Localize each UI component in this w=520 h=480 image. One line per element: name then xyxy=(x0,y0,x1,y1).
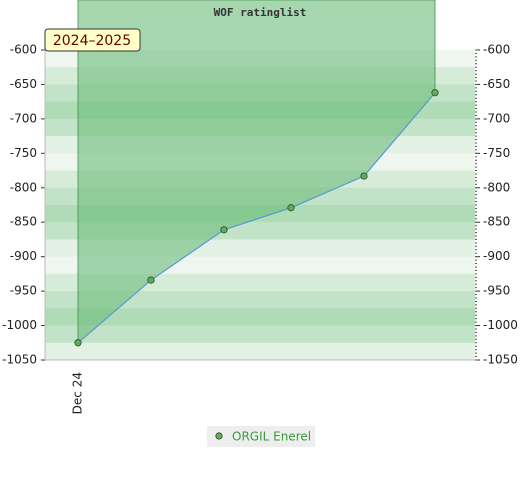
y2-tick-label: -750 xyxy=(483,146,510,160)
y2-tick-label: -1050 xyxy=(483,353,518,367)
y-tick-label: -700 xyxy=(10,111,37,125)
y2-tick-label: -650 xyxy=(483,77,510,91)
point xyxy=(220,226,228,234)
point xyxy=(287,204,295,212)
point xyxy=(147,276,155,284)
legend-label: ORGIL Enerel xyxy=(232,430,311,444)
y-tick-label: -800 xyxy=(10,180,37,194)
y-tick-label: -600 xyxy=(10,43,37,57)
badge-box xyxy=(44,28,141,52)
y-tick-label: -650 xyxy=(10,77,37,91)
y-tick-label: -750 xyxy=(10,146,37,160)
y-tick-label: -950 xyxy=(10,284,37,298)
legend-box xyxy=(207,426,315,447)
chart-title: WOF ratinglist xyxy=(214,6,307,19)
y2-tick-label: -1000 xyxy=(483,318,518,332)
stripe xyxy=(45,291,475,309)
y-tick-label: -1000 xyxy=(2,318,37,332)
y2-tick-label: -800 xyxy=(483,180,510,194)
stripe xyxy=(45,308,475,327)
y-tick-label: -1050 xyxy=(2,353,37,367)
point xyxy=(431,89,439,97)
point xyxy=(360,172,368,180)
y2-tick-label: -950 xyxy=(483,284,510,298)
y-tick-label: -900 xyxy=(10,249,37,263)
y-tick-label: -850 xyxy=(10,215,37,229)
y2-tick-label: -700 xyxy=(483,111,510,125)
y2-tick-label: -850 xyxy=(483,215,510,229)
point xyxy=(74,339,82,347)
y2-tick-label: -900 xyxy=(483,249,510,263)
y2-tick-label: -600 xyxy=(483,43,510,57)
legend-marker xyxy=(215,432,223,440)
stripe xyxy=(45,325,475,344)
x-tick-label: Dec 24 xyxy=(71,372,85,414)
season-badge: 2024–2025 xyxy=(53,33,131,49)
line xyxy=(77,92,436,344)
stripe xyxy=(45,342,475,361)
